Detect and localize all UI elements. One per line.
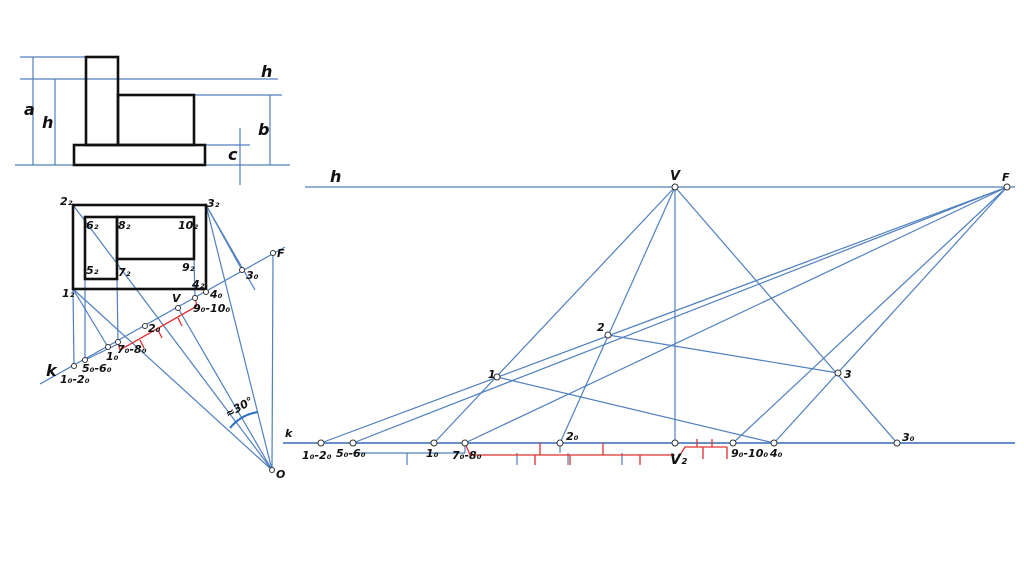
point-2-label: 2 bbox=[597, 321, 605, 334]
angle-label: ≈30° bbox=[223, 394, 256, 420]
vanishing-point-V-label: V bbox=[670, 169, 681, 184]
label-10-20: 1₀-2₀ bbox=[302, 449, 332, 462]
ground-line-k-label: k bbox=[285, 427, 293, 440]
dim-h-label: h bbox=[42, 113, 53, 132]
front-horizon-label: h bbox=[261, 62, 272, 81]
dim-b-label: b bbox=[258, 120, 269, 139]
label-8-2: 8₂ bbox=[118, 219, 131, 232]
label-7-2: 7₂ bbox=[118, 266, 131, 279]
plan-view: 2₂ 3₂ 1₂ 4₂ 6₂ 8₂ 10₂ 5₂ 7₂ 9₂ k F V O ≈… bbox=[39, 195, 285, 481]
plan-label-10-20: 1₀-2₀ bbox=[60, 373, 90, 386]
point-3-label: 3 bbox=[844, 368, 852, 381]
label-30: 3₀ bbox=[902, 431, 915, 444]
label-4-2: 4₂ bbox=[191, 278, 205, 291]
plan-k-label: k bbox=[46, 361, 58, 380]
label-40: 4₀ bbox=[769, 447, 783, 460]
plan-label-20: 2₀ bbox=[148, 322, 161, 335]
label-6-2: 6₂ bbox=[86, 219, 99, 232]
front-view: a h b c h bbox=[15, 55, 290, 185]
label-90-100: 9₀-10₀ bbox=[731, 447, 768, 460]
label-3-2: 3₂ bbox=[207, 197, 220, 210]
plan-F-label: F bbox=[277, 247, 285, 260]
label-10: 1₀ bbox=[426, 447, 439, 460]
plan-label-30: 3₀ bbox=[246, 269, 259, 282]
label-2-2: 2₂ bbox=[60, 195, 73, 208]
label-70-80: 7₀-8₀ bbox=[452, 449, 482, 462]
perspective-view: h V F k 2 1 3 1₀-2₀ 5₀-6₀ 1₀ 7₀-8₀ 2₀ V₂… bbox=[283, 167, 1015, 468]
plan-label-40: 4₀ bbox=[209, 288, 223, 301]
dim-c-label: c bbox=[228, 145, 238, 164]
horizon-label: h bbox=[330, 167, 341, 186]
label-5-2: 5₂ bbox=[86, 264, 99, 277]
label-V2: V₂ bbox=[670, 452, 688, 468]
label-50-60: 5₀-6₀ bbox=[336, 447, 366, 460]
plan-label-10: 1₀ bbox=[106, 350, 119, 363]
dim-a-label: a bbox=[24, 100, 35, 119]
label-9-2: 9₂ bbox=[182, 261, 195, 274]
plan-label-70-80: 7₀-8₀ bbox=[117, 343, 147, 356]
label-20: 2₀ bbox=[566, 430, 579, 443]
plan-V-label: V bbox=[172, 292, 182, 305]
plan-axis-points bbox=[71, 250, 276, 473]
label-10-2: 10₂ bbox=[178, 219, 198, 232]
plan-label-50-60: 5₀-6₀ bbox=[82, 362, 112, 375]
perspective-points bbox=[317, 183, 1011, 447]
plan-label-90-100: 9₀-10₀ bbox=[193, 302, 230, 315]
plan-O-label: O bbox=[276, 468, 285, 481]
label-1-2: 1₂ bbox=[62, 287, 75, 300]
point-1-label: 1 bbox=[488, 368, 496, 381]
vanishing-point-F-label: F bbox=[1002, 171, 1010, 184]
